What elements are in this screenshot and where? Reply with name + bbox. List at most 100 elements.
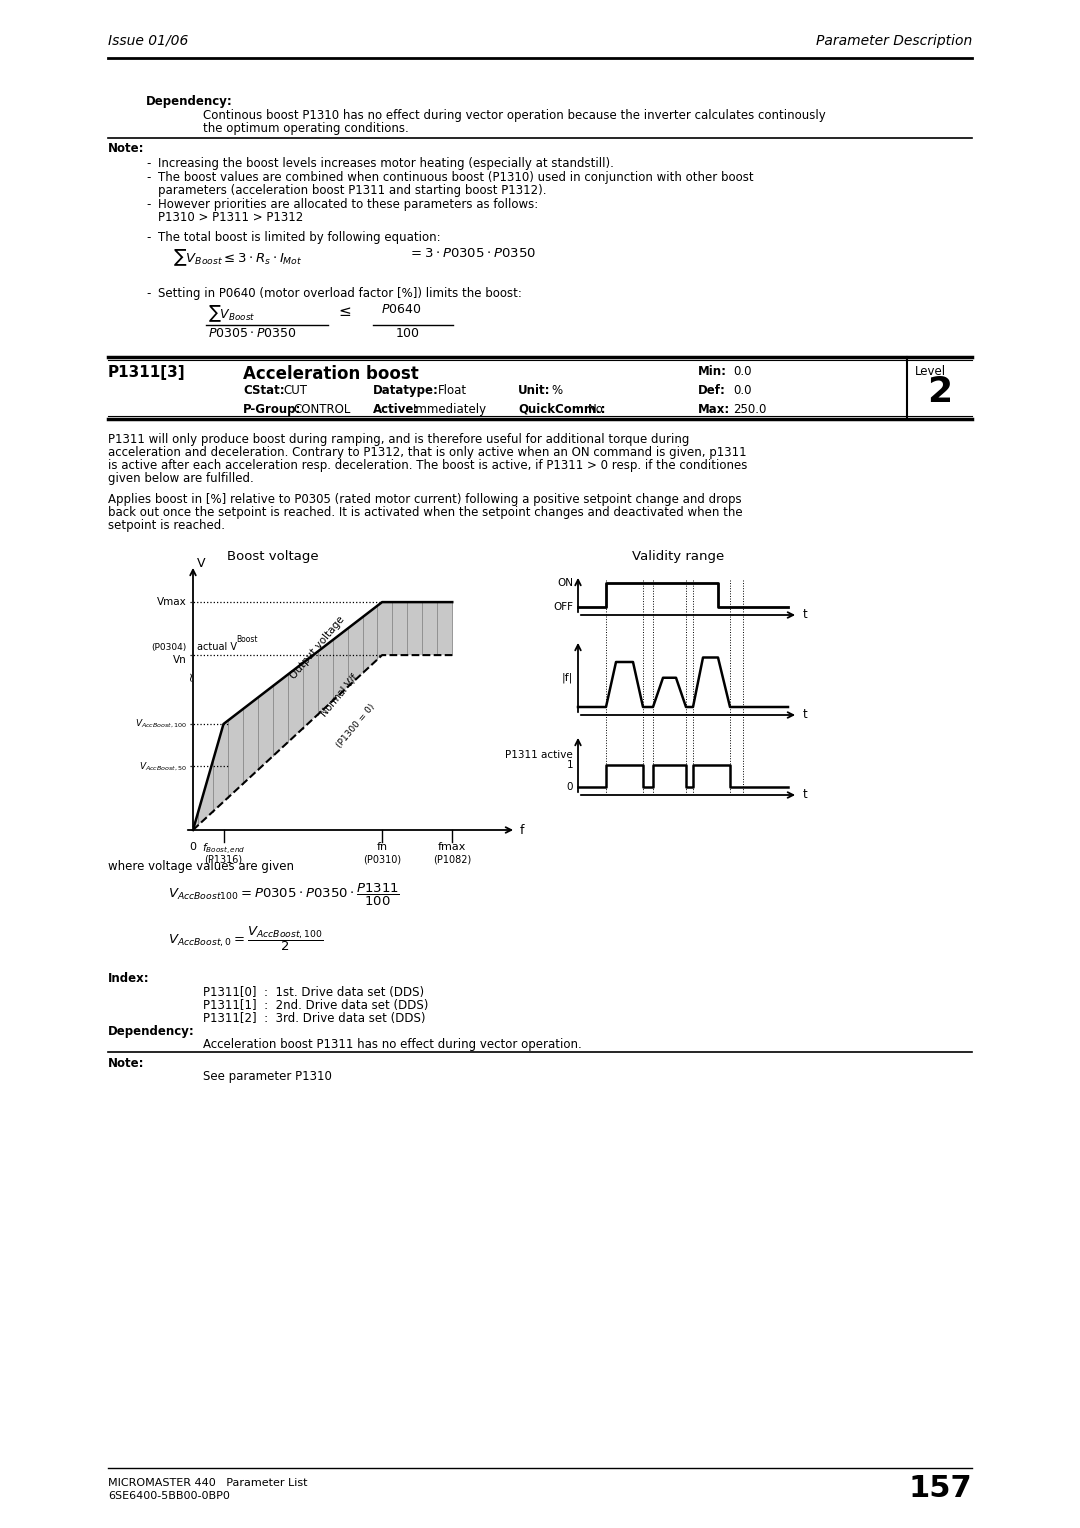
Text: 250.0: 250.0 [733, 403, 767, 416]
Text: $= 3 \cdot P0305 \cdot P0350$: $= 3 \cdot P0305 \cdot P0350$ [408, 248, 536, 260]
Text: P1311[1]  :  2nd. Drive data set (DDS): P1311[1] : 2nd. Drive data set (DDS) [203, 999, 429, 1012]
Text: where voltage values are given: where voltage values are given [108, 860, 294, 872]
Text: (P0304): (P0304) [152, 643, 187, 651]
Text: Continous boost P1310 has no effect during vector operation because the inverter: Continous boost P1310 has no effect duri… [203, 108, 826, 122]
Text: ON: ON [557, 578, 573, 588]
Text: Datatype:: Datatype: [373, 384, 438, 397]
Text: Dependency:: Dependency: [146, 95, 233, 108]
Text: 0: 0 [189, 842, 197, 853]
Text: P-Group:: P-Group: [243, 403, 301, 416]
Text: Note:: Note: [108, 142, 145, 154]
Text: $f_{Boost,end}$: $f_{Boost,end}$ [202, 842, 245, 857]
Text: the optimum operating conditions.: the optimum operating conditions. [203, 122, 408, 134]
Text: ~: ~ [185, 671, 198, 681]
Text: f: f [519, 824, 525, 836]
Text: Level: Level [915, 365, 946, 377]
Text: CStat:: CStat: [243, 384, 285, 397]
Text: Vn: Vn [173, 656, 187, 665]
Text: fmax: fmax [438, 842, 467, 853]
Text: Normal V/f: Normal V/f [320, 672, 361, 720]
Text: $\sum V_{Boost} \leq 3 \cdot R_s \cdot I_{Mot}$: $\sum V_{Boost} \leq 3 \cdot R_s \cdot I… [173, 248, 302, 267]
Text: The total boost is limited by following equation:: The total boost is limited by following … [158, 231, 441, 244]
Text: $P0640$: $P0640$ [381, 303, 421, 316]
Text: $V_{AccBoost100} = P0305 \cdot P0350 \cdot \dfrac{P1311}{100}$: $V_{AccBoost100} = P0305 \cdot P0350 \cd… [168, 882, 400, 908]
Text: Vmax: Vmax [158, 597, 187, 607]
Text: $V_{AccBoost,50}$: $V_{AccBoost,50}$ [139, 761, 187, 773]
Text: (P1300 = 0): (P1300 = 0) [335, 703, 377, 750]
Text: given below are fulfilled.: given below are fulfilled. [108, 472, 254, 484]
Text: Validity range: Validity range [632, 550, 724, 562]
Text: -: - [146, 231, 150, 244]
Text: |f|: |f| [562, 672, 573, 683]
Text: Index:: Index: [108, 972, 150, 986]
Text: $V_{AccBoost,100}$: $V_{AccBoost,100}$ [135, 718, 187, 730]
Text: No: No [588, 403, 604, 416]
Text: Setting in P0640 (motor overload factor [%]) limits the boost:: Setting in P0640 (motor overload factor … [158, 287, 522, 299]
Text: P1310 > P1311 > P1312: P1310 > P1311 > P1312 [158, 211, 303, 225]
Text: (P1316): (P1316) [204, 854, 243, 863]
Text: -: - [146, 157, 150, 170]
Text: %: % [551, 384, 562, 397]
Text: See parameter P1310: See parameter P1310 [203, 1070, 332, 1083]
Text: Active:: Active: [373, 403, 419, 416]
Text: 0.0: 0.0 [733, 365, 752, 377]
Text: Dependency:: Dependency: [108, 1025, 194, 1038]
Text: Immediately: Immediately [413, 403, 487, 416]
Text: $P0305 \cdot P0350$: $P0305 \cdot P0350$ [208, 327, 297, 341]
Text: Note:: Note: [108, 1057, 145, 1070]
Text: $V_{AccBoost,0} = \dfrac{V_{AccBoost,100}}{2}$: $V_{AccBoost,0} = \dfrac{V_{AccBoost,100… [168, 924, 324, 953]
Text: Boost voltage: Boost voltage [227, 550, 319, 562]
Text: $\sum V_{Boost}$: $\sum V_{Boost}$ [208, 303, 256, 324]
Text: fn: fn [377, 842, 388, 853]
Text: Output voltage: Output voltage [288, 614, 347, 681]
Text: Acceleration boost P1311 has no effect during vector operation.: Acceleration boost P1311 has no effect d… [203, 1038, 582, 1051]
Text: QuickComm.:: QuickComm.: [518, 403, 606, 416]
Text: acceleration and deceleration. Contrary to P1312, that is only active when an ON: acceleration and deceleration. Contrary … [108, 446, 746, 458]
Text: P1311[2]  :  3rd. Drive data set (DDS): P1311[2] : 3rd. Drive data set (DDS) [203, 1012, 426, 1025]
Text: t: t [804, 788, 808, 802]
Text: $100$: $100$ [395, 327, 420, 341]
Polygon shape [193, 602, 453, 830]
Text: The boost values are combined when continuous boost (P1310) used in conjunction : The boost values are combined when conti… [158, 171, 754, 183]
Text: actual V: actual V [197, 642, 237, 652]
Text: 0: 0 [567, 782, 573, 792]
Text: Issue 01/06: Issue 01/06 [108, 34, 188, 47]
Text: (P1082): (P1082) [433, 854, 471, 863]
Text: Increasing the boost levels increases motor heating (especially at standstill).: Increasing the boost levels increases mo… [158, 157, 613, 170]
Text: setpoint is reached.: setpoint is reached. [108, 520, 225, 532]
Text: is active after each acceleration resp. deceleration. The boost is active, if P1: is active after each acceleration resp. … [108, 458, 747, 472]
Text: P1311 will only produce boost during ramping, and is therefore useful for additi: P1311 will only produce boost during ram… [108, 432, 689, 446]
Text: parameters (acceleration boost P1311 and starting boost P1312).: parameters (acceleration boost P1311 and… [158, 183, 546, 197]
Text: back out once the setpoint is reached. It is activated when the setpoint changes: back out once the setpoint is reached. I… [108, 506, 743, 520]
Text: (P0310): (P0310) [363, 854, 401, 863]
Text: However priorities are allocated to these parameters as follows:: However priorities are allocated to thes… [158, 199, 538, 211]
Text: 157: 157 [908, 1475, 972, 1504]
Text: P1311 active: P1311 active [505, 750, 573, 759]
Text: CONTROL: CONTROL [293, 403, 350, 416]
Text: P1311[0]  :  1st. Drive data set (DDS): P1311[0] : 1st. Drive data set (DDS) [203, 986, 424, 999]
Text: P1311[3]: P1311[3] [108, 365, 186, 380]
Text: OFF: OFF [553, 602, 573, 613]
Text: 0.0: 0.0 [733, 384, 752, 397]
Text: Applies boost in [%] relative to P0305 (rated motor current) following a positiv: Applies boost in [%] relative to P0305 (… [108, 494, 742, 506]
Text: 6SE6400-5BB00-0BP0: 6SE6400-5BB00-0BP0 [108, 1491, 230, 1500]
Text: t: t [804, 608, 808, 622]
Text: 2: 2 [927, 374, 953, 410]
Text: CUT: CUT [283, 384, 307, 397]
Text: -: - [146, 199, 150, 211]
Text: Min:: Min: [698, 365, 727, 377]
Text: Boost: Boost [237, 636, 257, 645]
Text: $\leq$: $\leq$ [336, 304, 352, 318]
Text: -: - [146, 287, 150, 299]
Text: Acceleration boost: Acceleration boost [243, 365, 419, 384]
Text: -: - [146, 171, 150, 183]
Text: MICROMASTER 440   Parameter List: MICROMASTER 440 Parameter List [108, 1478, 308, 1488]
Text: V: V [197, 558, 205, 570]
Text: Unit:: Unit: [518, 384, 551, 397]
Text: t: t [804, 709, 808, 721]
Text: Def:: Def: [698, 384, 726, 397]
Text: Float: Float [438, 384, 468, 397]
Text: Max:: Max: [698, 403, 730, 416]
Text: Parameter Description: Parameter Description [815, 34, 972, 47]
Text: 1: 1 [566, 759, 573, 770]
